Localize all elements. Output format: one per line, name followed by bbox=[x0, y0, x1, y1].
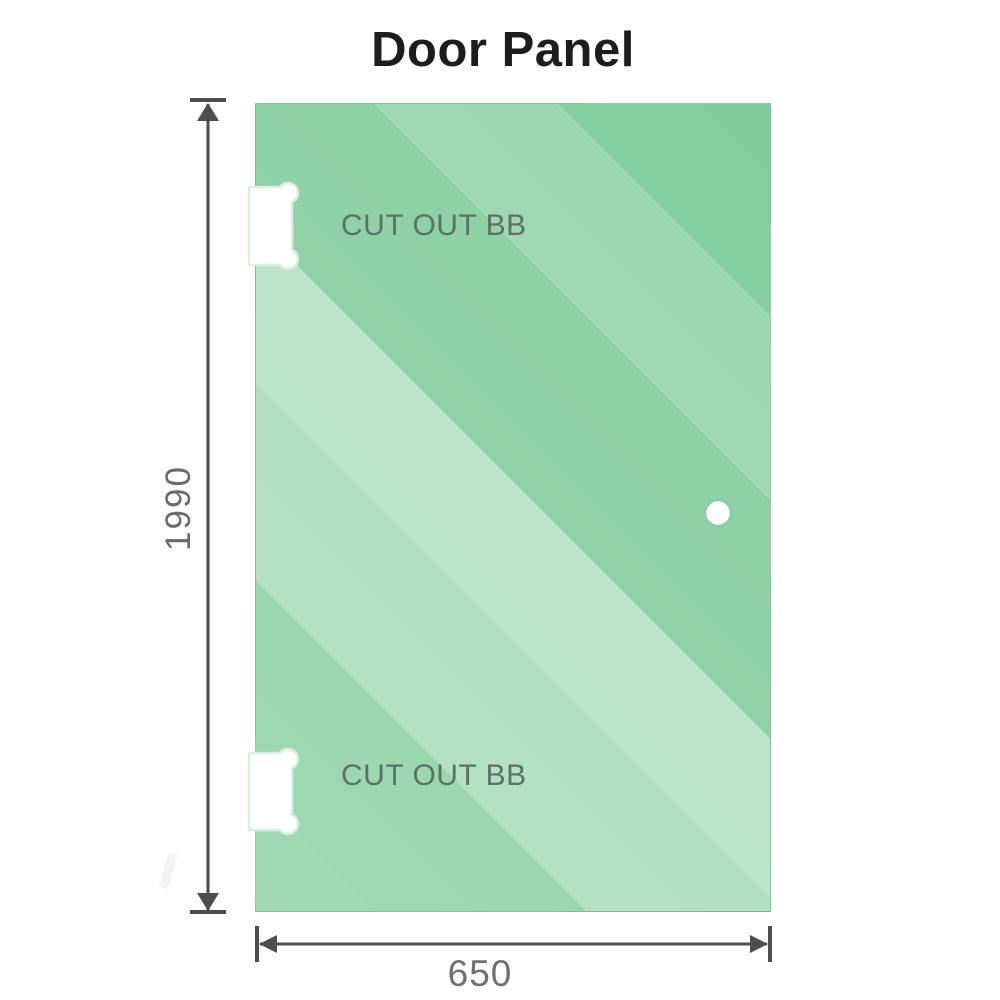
width-dimension-label: 650 bbox=[447, 953, 513, 994]
cutout-bottom-notch bbox=[247, 747, 300, 836]
height-dimension-label: 1990 bbox=[159, 465, 198, 551]
handle-hole bbox=[703, 498, 733, 528]
arrow-left-icon bbox=[259, 935, 277, 953]
cutout-top-notch bbox=[247, 181, 300, 271]
arrow-up-icon bbox=[197, 103, 219, 121]
cutout-bottom-label: CUT OUT BB bbox=[341, 759, 527, 792]
arrow-right-icon bbox=[750, 935, 768, 953]
cutout-top-label: CUT OUT BB bbox=[341, 209, 527, 242]
page-title: Door Panel bbox=[371, 23, 635, 77]
arrow-down-icon bbox=[197, 893, 219, 911]
height-dimension bbox=[190, 98, 226, 914]
width-dimension bbox=[255, 926, 772, 962]
glass-panel bbox=[255, 103, 771, 912]
reflection-streak bbox=[158, 852, 178, 890]
